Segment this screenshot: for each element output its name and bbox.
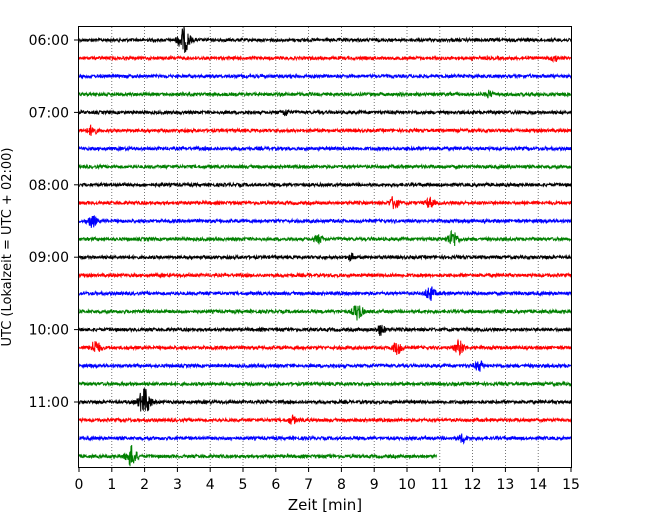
seismic-trace [78, 215, 572, 228]
seismic-trace [78, 380, 572, 388]
x-tick-label: 10 [398, 477, 416, 493]
seismic-trace [78, 89, 572, 99]
grid-lines [111, 27, 539, 467]
seismic-trace [78, 324, 572, 336]
y-tick-label: 08:00 [29, 178, 69, 194]
seismic-trace [78, 388, 572, 412]
seismic-trace [78, 108, 572, 117]
seismic-trace [78, 196, 572, 210]
seismic-trace [78, 163, 572, 171]
y-tick-label: 06:00 [29, 33, 69, 49]
seismic-trace [78, 304, 572, 321]
seismic-trace [78, 444, 438, 467]
x-tick-label: 8 [337, 477, 346, 493]
x-tick-label: 0 [75, 477, 84, 493]
y-tick-label: 10:00 [29, 323, 69, 339]
x-tick-label: 6 [271, 477, 280, 493]
x-axis-ticks: 0 1 2 3 4 5 6 7 8 9 10 11 12 13 14 15 [75, 467, 580, 493]
y-axis-label: UTC (Lokalzeit = UTC + 02:00) [0, 148, 15, 347]
seismic-trace [78, 360, 572, 372]
x-tick-label: 13 [496, 477, 514, 493]
x-tick-label: 15 [562, 477, 580, 493]
y-tick-label: 07:00 [29, 105, 69, 121]
x-tick-label: 11 [431, 477, 449, 493]
seismic-trace [78, 181, 572, 189]
x-tick-label: 7 [304, 477, 313, 493]
x-tick-label: 2 [140, 477, 149, 493]
x-tick-label: 1 [107, 477, 116, 493]
y-axis-ticks: 06:00 07:00 08:00 09:00 10:00 11:00 [29, 33, 79, 411]
seismic-trace [78, 286, 572, 302]
seismic-trace [78, 338, 572, 356]
seismic-trace [78, 26, 572, 53]
seismic-trace [78, 72, 572, 80]
seismic-trace [78, 54, 572, 64]
x-tick-label: 4 [206, 477, 215, 493]
x-tick-label: 14 [529, 477, 547, 493]
seismic-trace [78, 414, 572, 425]
x-tick-label: 5 [239, 477, 248, 493]
seismic-trace [78, 229, 572, 247]
y-tick-label: 09:00 [29, 250, 69, 266]
seismic-trace [78, 124, 572, 136]
x-tick-label: 9 [370, 477, 379, 493]
y-tick-label: 11:00 [29, 395, 69, 411]
x-axis-label: Zeit [min] [288, 496, 362, 514]
seismic-trace [78, 433, 572, 445]
x-tick-label: 12 [464, 477, 482, 493]
x-tick-label: 3 [173, 477, 182, 493]
seismic-traces [78, 26, 572, 467]
plot-frame [78, 26, 572, 468]
seismic-trace [78, 252, 572, 263]
seismic-trace [78, 271, 572, 279]
seismic-trace [78, 145, 572, 153]
